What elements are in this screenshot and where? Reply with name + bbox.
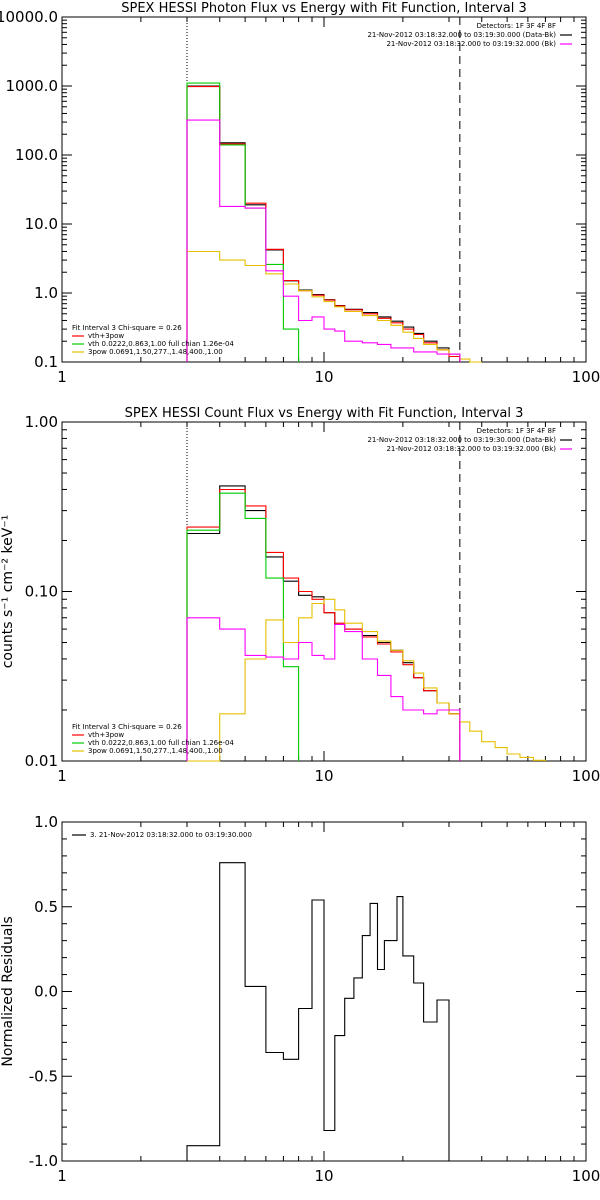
panel1-legend-left-entry: vth+3pow [88, 332, 124, 340]
panel2-legend-right-entry: 21-Nov-2012 03:18:32.000 to 03:19:30.000… [367, 436, 556, 444]
panel1-series-2 [186, 82, 300, 362]
panel2-y-tick-label: 0.10 [25, 583, 58, 601]
panel1-x-tick-label: 10 [314, 368, 333, 386]
panel3-y-tick-label: 0.5 [34, 898, 58, 916]
panel2-legend-left-entry: vth+3pow [88, 731, 124, 739]
panel1-y-tick-label: 10000.0 [0, 8, 58, 26]
panel1-legend-fit-title: Fit Interval 3 Chi-square = 0.26 [72, 324, 182, 332]
panel2-x-tick-label: 10 [314, 767, 333, 785]
panel3-y-tick-label: -1.0 [29, 1152, 58, 1170]
panel2-y-tick-label: 0.01 [25, 752, 58, 770]
panel2-legend-left-entry: vth 0.0222,0.863,1.00 full chian 1.26e-0… [88, 739, 234, 747]
panel1-y-tick-label: 0.1 [34, 353, 58, 371]
panel1-legend-right-entry: 21-Nov-2012 03:18:32.000 to 03:19:30.000… [367, 31, 556, 39]
panel1-title: SPEX HESSI Photon Flux vs Energy with Fi… [121, 1, 527, 16]
panel2-legend-fit-title: Fit Interval 3 Chi-square = 0.26 [72, 723, 182, 731]
panel2-series-3 [187, 598, 546, 762]
panel2-y-axis-label: counts s⁻¹ cm⁻² keV⁻¹ [0, 515, 16, 669]
panel3-x-tick-label: 10 [314, 1167, 333, 1185]
panel1-x-tick-label: 1 [57, 368, 67, 386]
panel1-y-tick-label: 100.0 [15, 146, 58, 164]
panel1-legend-left-entry: vth 0.0222,0.863,1.00 full chian 1.26e-0… [88, 340, 234, 348]
panel1-series-4 [186, 119, 461, 362]
panel3-y-tick-label: 1.0 [34, 813, 58, 831]
panel3-y-tick-label: 0.0 [34, 983, 58, 1001]
panel1-y-tick-label: 1000.0 [6, 77, 59, 95]
panel1-legend-left-entry: 3pow 0.0691,1.50,277.,1.48,400.,1.00 [88, 348, 223, 356]
panel2-legend-right-entry: 21-Nov-2012 03:18:32.000 to 03:19:32.000… [386, 445, 556, 453]
panel2-axes-frame [61, 421, 587, 762]
panel3-y-tick-label: -0.5 [29, 1067, 58, 1085]
panel3-x-tick-label: 100 [572, 1167, 600, 1185]
panel2-legend-detectors: Detectors: 1F 3F 4F 8F [477, 427, 556, 435]
panel2-series-1 [186, 488, 461, 761]
panel1-legend-detectors: Detectors: 1F 3F 4F 8F [477, 22, 556, 30]
panel3-x-tick-label: 1 [57, 1167, 67, 1185]
panel2-series-0 [186, 485, 461, 761]
panel2-x-tick-label: 1 [57, 767, 67, 785]
panel3-y-axis-label: Normalized Residuals [0, 916, 16, 1066]
panel2-x-tick-label: 100 [572, 767, 600, 785]
panel1-legend-right-entry: 21-Nov-2012 03:18:32.000 to 03:19:32.000… [386, 40, 556, 48]
panel3-legend-entry: 3. 21-Nov-2012 03:18:32.000 to 03:19:30.… [90, 831, 252, 839]
panel1-y-tick-label: 10.0 [25, 215, 58, 233]
panel2-series-2 [186, 492, 300, 761]
panel2-legend-left-entry: 3pow 0.0691,1.50,277.,1.48,400.,1.00 [88, 747, 223, 755]
panel2-series-4 [186, 617, 461, 761]
panel2-y-tick-label: 1.00 [25, 413, 58, 431]
panel3-series-0 [186, 862, 460, 1162]
panel2-title: SPEX HESSI Count Flux vs Energy with Fit… [125, 406, 524, 421]
panel1-y-tick-label: 1.0 [34, 284, 58, 302]
panel1-axes-frame [61, 16, 587, 363]
panel1-x-tick-label: 100 [572, 368, 600, 386]
